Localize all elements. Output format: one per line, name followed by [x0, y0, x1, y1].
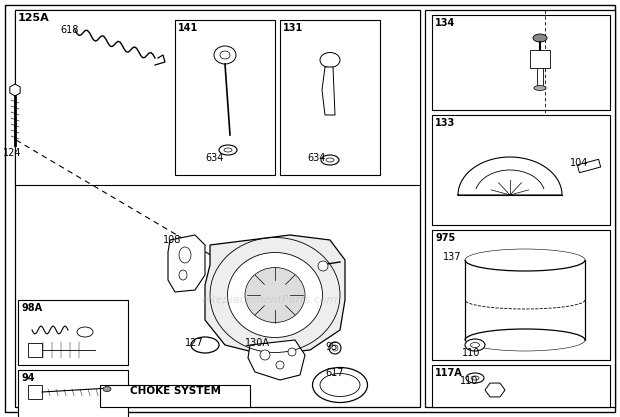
Text: 127: 127: [185, 338, 203, 348]
Bar: [15, 10, 420, 185]
Text: 124: 124: [3, 148, 22, 158]
Polygon shape: [485, 383, 505, 397]
Ellipse shape: [320, 374, 360, 397]
Bar: [280, 20, 380, 175]
Ellipse shape: [245, 267, 305, 322]
Text: 634: 634: [205, 153, 223, 163]
Bar: [432, 115, 610, 225]
Text: 634: 634: [307, 153, 326, 163]
Polygon shape: [322, 67, 335, 115]
Bar: [432, 365, 610, 407]
Ellipse shape: [312, 367, 368, 402]
Text: 98A: 98A: [21, 303, 42, 313]
Ellipse shape: [179, 270, 187, 280]
Text: 617: 617: [325, 368, 343, 378]
Bar: [175, 20, 275, 175]
Circle shape: [332, 345, 338, 351]
Bar: [432, 15, 610, 110]
Ellipse shape: [466, 373, 484, 383]
Bar: [530, 50, 550, 68]
Bar: [18, 370, 128, 417]
Text: 117A: 117A: [435, 368, 463, 378]
Ellipse shape: [534, 85, 546, 90]
Text: 141: 141: [178, 23, 198, 33]
Ellipse shape: [326, 158, 334, 162]
Circle shape: [276, 361, 284, 369]
Bar: [425, 10, 615, 407]
Ellipse shape: [533, 34, 547, 42]
Ellipse shape: [179, 247, 191, 263]
Ellipse shape: [465, 339, 485, 351]
Bar: [577, 159, 601, 173]
Text: 110: 110: [462, 348, 480, 358]
Polygon shape: [168, 235, 205, 292]
Polygon shape: [248, 340, 305, 380]
Text: 133: 133: [435, 118, 455, 128]
Bar: [18, 300, 128, 365]
Bar: [432, 230, 610, 360]
Text: CHOKE SYSTEM: CHOKE SYSTEM: [130, 386, 221, 396]
Ellipse shape: [77, 327, 93, 337]
Text: 94: 94: [21, 373, 35, 383]
Text: 131: 131: [283, 23, 303, 33]
Ellipse shape: [471, 376, 479, 380]
Bar: [15, 10, 420, 407]
Circle shape: [318, 261, 328, 271]
Ellipse shape: [220, 51, 230, 59]
Polygon shape: [205, 235, 345, 355]
Text: 108: 108: [163, 235, 182, 245]
Text: 975: 975: [435, 233, 455, 243]
Ellipse shape: [320, 53, 340, 68]
Ellipse shape: [228, 253, 322, 337]
Polygon shape: [10, 84, 20, 96]
Circle shape: [329, 342, 341, 354]
Text: 95: 95: [325, 342, 337, 352]
Bar: [28, 385, 42, 399]
Circle shape: [260, 350, 270, 360]
Ellipse shape: [191, 337, 219, 353]
Ellipse shape: [471, 342, 479, 347]
Bar: [28, 343, 42, 357]
Text: 104: 104: [570, 158, 588, 168]
Text: 618: 618: [60, 25, 78, 35]
Ellipse shape: [321, 155, 339, 165]
Circle shape: [288, 348, 296, 356]
Ellipse shape: [214, 46, 236, 64]
Text: 125A: 125A: [18, 13, 50, 23]
Text: 134: 134: [435, 18, 455, 28]
Text: 110: 110: [460, 376, 479, 386]
Ellipse shape: [219, 145, 237, 155]
Text: 130A: 130A: [245, 338, 270, 348]
Bar: [100, 385, 250, 407]
Ellipse shape: [103, 387, 111, 392]
Text: 137: 137: [443, 252, 461, 262]
Ellipse shape: [224, 148, 232, 152]
Text: eReplacementParts.com: eReplacementParts.com: [202, 295, 338, 305]
